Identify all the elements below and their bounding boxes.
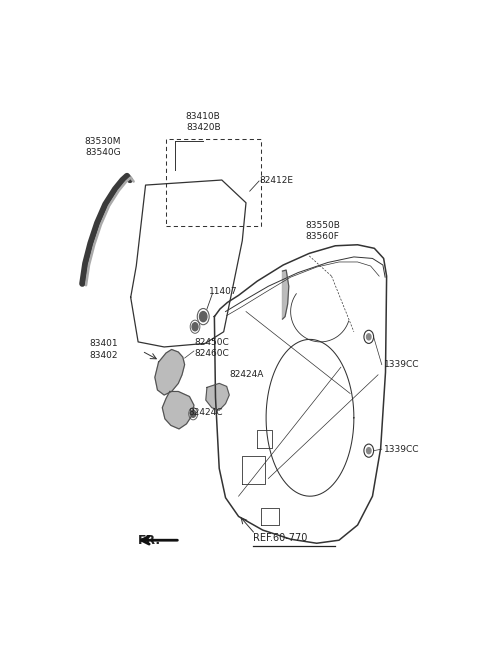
Text: 82450C
82460C: 82450C 82460C <box>194 338 228 358</box>
Text: 82412E: 82412E <box>259 175 293 185</box>
Text: REF.60-770: REF.60-770 <box>253 533 308 543</box>
Text: 11407: 11407 <box>209 287 238 296</box>
Text: 83410B
83420B: 83410B 83420B <box>186 112 221 132</box>
Text: 83530M
83540G: 83530M 83540G <box>84 137 121 157</box>
Circle shape <box>367 334 371 340</box>
Text: 1339CC: 1339CC <box>384 445 419 453</box>
Text: 83550B
83560F: 83550B 83560F <box>305 221 340 240</box>
Text: 1339CC: 1339CC <box>384 360 419 369</box>
Text: 82424A: 82424A <box>229 371 264 379</box>
Polygon shape <box>206 384 229 410</box>
Text: 83401
83402: 83401 83402 <box>89 340 118 359</box>
Text: 82424C: 82424C <box>188 408 223 417</box>
Circle shape <box>200 311 207 322</box>
Polygon shape <box>282 270 289 319</box>
Circle shape <box>367 447 371 454</box>
Polygon shape <box>162 392 194 429</box>
Circle shape <box>192 323 198 330</box>
Polygon shape <box>155 350 185 395</box>
Text: FR.: FR. <box>137 533 160 547</box>
Circle shape <box>191 410 196 417</box>
